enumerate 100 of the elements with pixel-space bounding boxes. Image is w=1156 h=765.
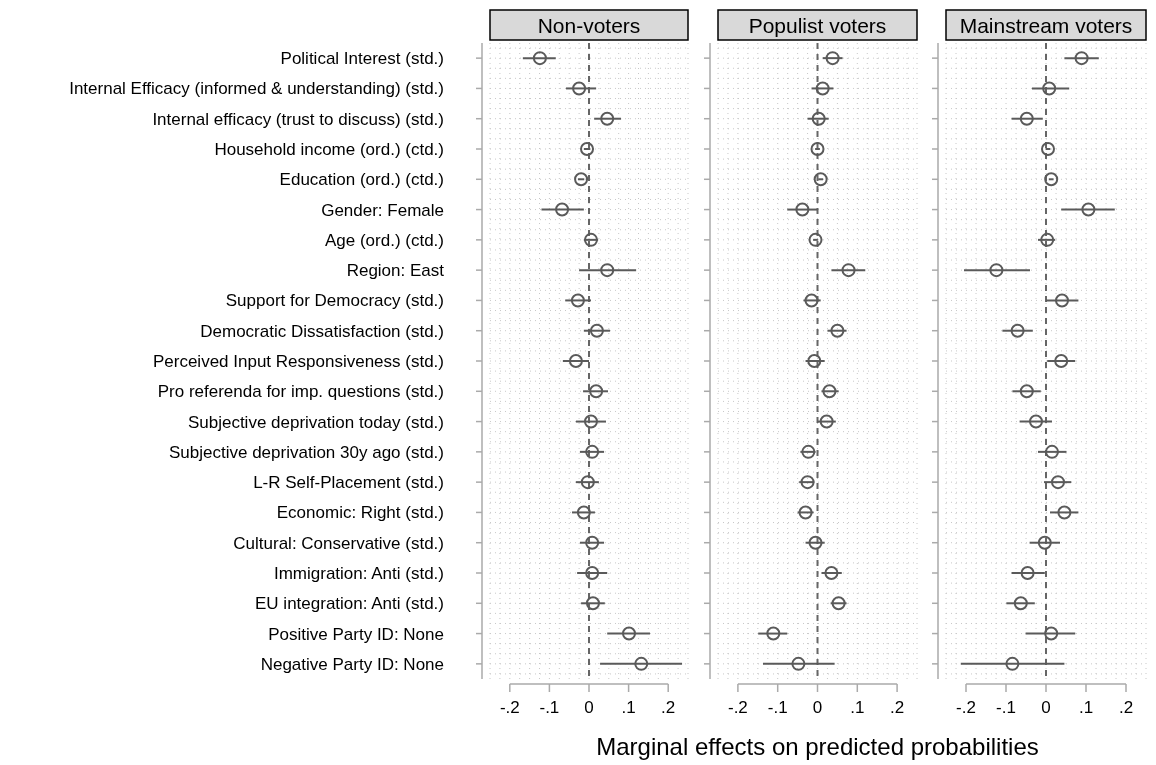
x-tick-label: .2 (890, 698, 905, 717)
y-tick-label: Subjective deprivation today (std.) (187, 412, 444, 432)
point (589, 384, 604, 399)
y-tick-label: Economic: Right (std.) (276, 503, 444, 523)
y-tick-label: Political Interest (std.) (280, 49, 444, 69)
point (1019, 384, 1034, 399)
y-tick-label: L-R Self-Placement (std.) (253, 473, 444, 493)
chart-title: Mainstream voters (959, 14, 1133, 37)
point (808, 535, 823, 550)
point (1074, 51, 1089, 66)
y-tick-label: Household income (ord.) (ctd.) (214, 140, 444, 159)
y-tick-label: Cultural: Conservative (std.) (233, 533, 444, 553)
point (808, 232, 823, 247)
point (555, 202, 570, 217)
y-tick-label: Perceived Input Responsiveness (std.) (152, 352, 444, 371)
y-tick-label: EU integration: Anti (std.) (255, 594, 444, 614)
point (791, 656, 806, 671)
x-tick-label: 0 (812, 698, 823, 717)
point (574, 172, 589, 187)
point (600, 263, 615, 278)
point (600, 111, 615, 126)
point (1044, 172, 1059, 187)
x-axis-title: Marginal effects on predicted probabilities (596, 733, 1039, 760)
point (1019, 111, 1034, 126)
point (572, 81, 587, 96)
y-tick-label: Negative Party ID: None (260, 654, 444, 674)
y-tick-label: Support for Democracy (std.) (225, 291, 444, 311)
point (634, 656, 649, 671)
point (1045, 444, 1059, 459)
point (622, 626, 636, 641)
point (1051, 475, 1065, 490)
point (819, 414, 834, 429)
y-tick-label: Immigration: Anti (std.) (273, 564, 444, 583)
x-tick-label: .2 (1118, 698, 1134, 717)
x-tick-label: .1 (621, 698, 636, 717)
point (989, 263, 1004, 278)
point (1057, 505, 1072, 520)
point (1054, 354, 1069, 368)
point (1042, 81, 1057, 96)
x-tick-label: -.1 (767, 698, 788, 717)
chart-title: Populist voters (748, 14, 887, 37)
point (822, 384, 837, 399)
point (1081, 202, 1096, 217)
point (585, 566, 600, 580)
point (1040, 232, 1055, 247)
point (1037, 535, 1052, 550)
x-tick-label: -.2 (956, 698, 976, 717)
point (831, 596, 846, 611)
point (580, 142, 595, 156)
x-tick-label: .1 (1078, 698, 1094, 717)
point (830, 323, 845, 338)
point (798, 505, 813, 520)
point (583, 232, 598, 247)
x-tick-label: -.2 (727, 698, 748, 717)
point (580, 475, 595, 490)
point (824, 566, 839, 580)
y-tick-label: Age (ord.) (ctd.) (324, 230, 444, 250)
point (585, 535, 600, 550)
y-tick-label: Subjective deprivation 30y ago (std.) (169, 442, 444, 462)
point (807, 354, 822, 368)
x-tick-label: .2 (661, 698, 676, 717)
point (800, 475, 815, 490)
point (585, 596, 600, 611)
point (589, 323, 604, 338)
point (801, 444, 816, 459)
point (570, 293, 585, 308)
x-tick-label: 0 (584, 698, 594, 717)
point (825, 51, 840, 66)
y-tick-label: Education (ord.) (ctd.) (279, 170, 444, 190)
point (1055, 293, 1069, 308)
y-tick-label: Region: East (346, 261, 445, 281)
point (583, 414, 598, 429)
point (576, 505, 591, 520)
point (811, 111, 826, 126)
y-tick-label: Internal Efficacy (informed & understanding) (std.) (69, 79, 444, 99)
y-tick-label: Gender: Female (321, 200, 444, 220)
point (1044, 626, 1059, 641)
point (815, 81, 830, 96)
y-tick-label: Pro referenda for imp. questions (std.) (157, 382, 444, 402)
point (1005, 656, 1020, 671)
point (1029, 414, 1043, 429)
point (568, 354, 583, 368)
point (766, 626, 781, 641)
y-tick-label: Positive Party ID: None (268, 624, 444, 644)
point (532, 51, 547, 66)
point (1020, 566, 1035, 580)
point (1013, 596, 1028, 611)
point (1041, 142, 1055, 156)
x-tick-label: -.2 (499, 698, 520, 717)
point (804, 293, 819, 308)
point (813, 172, 828, 187)
point (810, 142, 825, 156)
y-tick-label: Internal efficacy (trust to discuss) (std.) (152, 109, 444, 129)
point (841, 263, 856, 278)
point (585, 444, 600, 459)
x-tick-label: 0 (1041, 698, 1051, 717)
x-tick-label: -.1 (539, 698, 560, 717)
y-tick-label: Democratic Dissatisfaction (std.) (200, 321, 444, 341)
chart-title: Non-voters (537, 14, 641, 37)
x-tick-label: -.1 (996, 698, 1016, 717)
